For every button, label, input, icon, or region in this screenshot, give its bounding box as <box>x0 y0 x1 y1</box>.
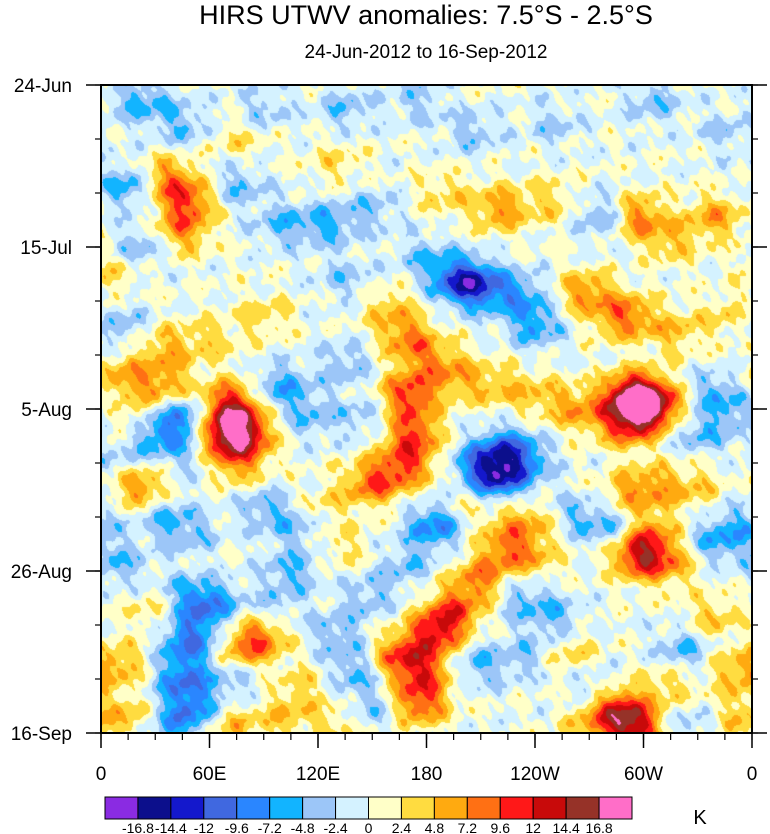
x-tick-label: 120W <box>510 764 560 785</box>
plot-area <box>100 84 753 734</box>
colorbar-label: -2.4 <box>324 820 348 834</box>
y-tick-label: 24-Jun <box>14 76 72 97</box>
colorbar-swatch <box>236 796 271 820</box>
chart-subtitle: 24-Jun-2012 to 16-Sep-2012 <box>305 42 548 63</box>
y-tick-label: 15-Jul <box>20 238 72 259</box>
colorbar-swatch <box>104 796 139 820</box>
colorbar-swatch <box>368 796 402 820</box>
colorbar-swatch <box>565 796 600 820</box>
colorbar: -16.8 -14.4 -12 -9.6 -7.2 -4.8 -2.4 0 2.4 4.8 7.2 9… <box>104 796 633 834</box>
x-tick-label: 0 <box>747 764 758 785</box>
x-tick-label: 60W <box>624 764 663 785</box>
colorbar-label: 9.6 <box>491 820 511 834</box>
x-tick-label: 180 <box>411 764 443 785</box>
colorbar-swatch <box>532 796 567 820</box>
colorbar-swatch <box>598 796 633 820</box>
colorbar-label: 12 <box>525 820 541 834</box>
colorbar-label: -14.4 <box>155 820 187 834</box>
y-axis: 24-Jun 15-Jul 5-Aug 26-Aug 16-Sep <box>11 76 767 745</box>
colorbar-unit-label: K <box>693 807 707 829</box>
colorbar-label: 16.8 <box>585 820 612 834</box>
y-tick-label: 26-Aug <box>11 562 72 583</box>
colorbar-label: -9.6 <box>225 820 249 834</box>
colorbar-swatch <box>269 796 304 820</box>
colorbar-swatch <box>335 796 369 820</box>
x-tick-label: 60E <box>193 764 227 785</box>
colorbar-label: -12 <box>194 820 214 834</box>
colorbar-swatch <box>302 796 337 820</box>
colorbar-label: -7.2 <box>258 820 282 834</box>
colorbar-swatch <box>433 796 468 820</box>
x-tick-label: 0 <box>96 764 107 785</box>
colorbar-swatch <box>499 796 534 820</box>
colorbar-label: 14.4 <box>553 820 580 834</box>
colorbar-label: 7.2 <box>458 820 478 834</box>
x-axis: 0 60E 120E 180 120W 60W 0 <box>96 733 758 785</box>
colorbar-swatch <box>203 796 238 820</box>
x-tick-label: 120E <box>296 764 340 785</box>
colorbar-swatch <box>137 796 172 820</box>
colorbar-label: 0 <box>365 820 373 834</box>
y-tick-label: 5-Aug <box>21 400 72 421</box>
colorbar-label: 2.4 <box>392 820 412 834</box>
y-tick-label: 16-Sep <box>11 724 72 745</box>
colorbar-label: 4.8 <box>425 820 445 834</box>
colorbar-swatch <box>170 796 205 820</box>
colorbar-label: -4.8 <box>291 820 315 834</box>
colorbar-swatch <box>466 796 501 820</box>
colorbar-label: -16.8 <box>122 820 154 834</box>
colorbar-swatch <box>400 796 435 820</box>
anomaly-field <box>101 85 752 733</box>
chart-title: HIRS UTWV anomalies: 7.5°S - 2.5°S <box>199 0 653 30</box>
